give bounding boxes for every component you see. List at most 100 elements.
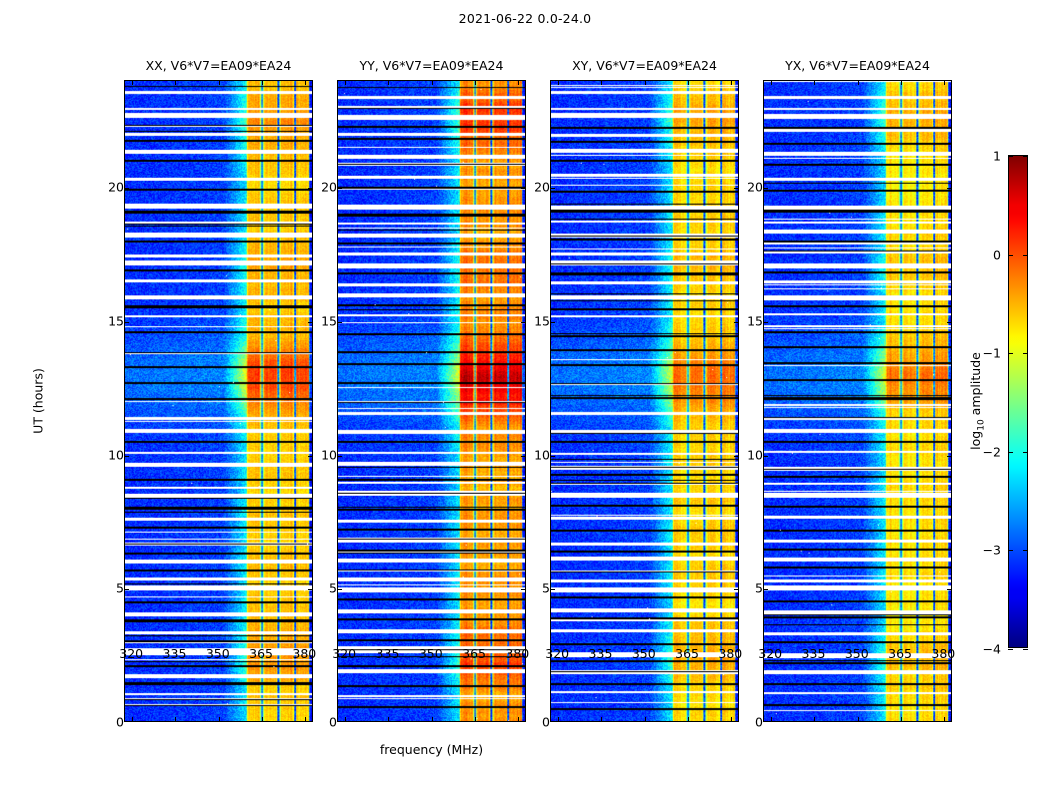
x-tick-mark (731, 717, 733, 721)
x-tick-label: 380 (718, 646, 743, 661)
x-tick-mark-top (771, 81, 773, 85)
x-tick-mark (262, 717, 264, 721)
y-tick-label: 5 (329, 580, 337, 596)
x-tick-label: 350 (418, 646, 443, 661)
x-tick-mark (218, 717, 220, 721)
x-tick-mark-top (558, 81, 560, 85)
y-tick-label: 5 (542, 580, 550, 596)
x-tick-label: 350 (205, 646, 230, 661)
waterfall-axes-xx[interactable] (124, 80, 313, 722)
y-tick-mark-right (734, 589, 738, 591)
y-tick-mark-right (947, 589, 951, 591)
x-tick-mark-top (814, 81, 816, 85)
colorbar-tick-label: 1 (993, 148, 1001, 164)
x-tick-mark (944, 717, 946, 721)
panel-xx[interactable]: XX, V6*V7=EA09*EA24 (124, 58, 313, 722)
colorbar-tick-mark (1008, 451, 1013, 453)
x-tick-mark (175, 717, 177, 721)
panel-title-xx: XX, V6*V7=EA09*EA24 (145, 58, 292, 73)
y-tick-mark-right (947, 455, 951, 457)
colorbar-tick-mark-right (1023, 254, 1028, 256)
x-tick-label: 320 (119, 646, 144, 661)
y-tick-mark-right (734, 321, 738, 323)
colorbar-tick-mark (1008, 254, 1013, 256)
x-tick-mark-top (644, 81, 646, 85)
x-axis-label: frequency (MHz) (379, 742, 484, 757)
colorbar-tick-mark-right (1023, 353, 1028, 355)
y-tick-label: 15 (534, 313, 550, 329)
colorbar-tick-label: −2 (982, 444, 1001, 460)
colorbar-label: log10 amplitude (967, 352, 987, 450)
x-tick-label: 335 (588, 646, 613, 661)
panel-yy[interactable]: YY, V6*V7=EA09*EA24 (337, 58, 526, 722)
x-tick-mark (688, 717, 690, 721)
colorbar-tick-mark-right (1023, 451, 1028, 453)
y-tick-mark-right (947, 321, 951, 323)
x-tick-label: 365 (888, 646, 912, 661)
colorbar-gradient (1009, 156, 1027, 647)
x-tick-mark-top (475, 81, 477, 85)
y-tick-label: 10 (321, 447, 337, 462)
x-tick-mark (644, 717, 646, 721)
x-tick-label: 335 (801, 646, 826, 661)
x-tick-label: 335 (162, 646, 187, 661)
x-tick-mark (388, 717, 390, 721)
x-tick-label: 365 (675, 646, 699, 661)
y-axis-label: UT (hours) (30, 368, 46, 434)
x-tick-mark (857, 717, 859, 721)
y-tick-mark (551, 455, 555, 457)
waterfall-axes-xy[interactable] (550, 80, 739, 722)
x-tick-mark-top (518, 81, 520, 85)
colorbar[interactable]: −4 −3 −2 −1 0 1 (983, 149, 1028, 657)
colorbar-tick-label: 0 (993, 247, 1001, 263)
panel-title-yy: YY, V6*V7=EA09*EA24 (359, 58, 504, 73)
y-tick-mark-right (308, 589, 312, 591)
panel-xy[interactable]: XY, V6*V7=EA09*EA24 (550, 58, 739, 722)
panel-yx[interactable]: YX, V6*V7=EA09*EA24 (763, 58, 952, 722)
x-tick-mark-top (901, 81, 903, 85)
y-tick-mark (764, 321, 768, 323)
y-tick-mark-right (521, 188, 525, 189)
y-tick-mark (764, 188, 768, 189)
x-tick-label: 350 (844, 646, 869, 661)
colorbar-tick-mark (1008, 156, 1013, 157)
colorbar-tick-mark (1008, 649, 1013, 650)
y-tick-mark (338, 589, 342, 591)
x-tick-mark (518, 717, 520, 721)
waterfall-image-xx (125, 81, 312, 721)
y-tick-mark (125, 455, 129, 457)
x-tick-mark-top (857, 81, 859, 85)
x-tick-label: 335 (375, 646, 400, 661)
y-tick-label: 20 (108, 179, 124, 195)
colorbar-tick-mark (1008, 353, 1013, 355)
x-tick-mark-top (218, 81, 220, 85)
x-tick-mark-top (431, 81, 433, 85)
y-tick-mark-right (734, 188, 738, 189)
panel-title-yx: YX, V6*V7=EA09*EA24 (785, 58, 930, 73)
y-tick-label: 20 (747, 179, 763, 195)
y-tick-label: 0 (329, 714, 337, 730)
x-tick-mark-top (132, 81, 134, 85)
colorbar-tick-label: −1 (982, 345, 1001, 361)
waterfall-image-yx (764, 81, 951, 721)
x-tick-mark (431, 717, 433, 721)
x-tick-mark (771, 717, 773, 721)
x-tick-mark-top (731, 81, 733, 85)
x-tick-mark (558, 717, 560, 721)
x-tick-mark (601, 717, 603, 721)
waterfall-axes-yy[interactable] (337, 80, 526, 722)
y-tick-mark-right (308, 455, 312, 457)
y-tick-label: 0 (755, 714, 763, 730)
colorbar-tick-label: −3 (982, 542, 1001, 558)
x-tick-mark-top (688, 81, 690, 85)
x-tick-label: 320 (758, 646, 783, 661)
waterfall-axes-yx[interactable] (763, 80, 952, 722)
x-tick-mark (814, 717, 816, 721)
x-tick-mark (475, 717, 477, 721)
y-tick-label: 15 (747, 313, 763, 329)
x-tick-label: 350 (631, 646, 656, 661)
x-tick-mark (132, 717, 134, 721)
x-tick-mark-top (345, 81, 347, 85)
y-tick-mark (338, 188, 342, 189)
